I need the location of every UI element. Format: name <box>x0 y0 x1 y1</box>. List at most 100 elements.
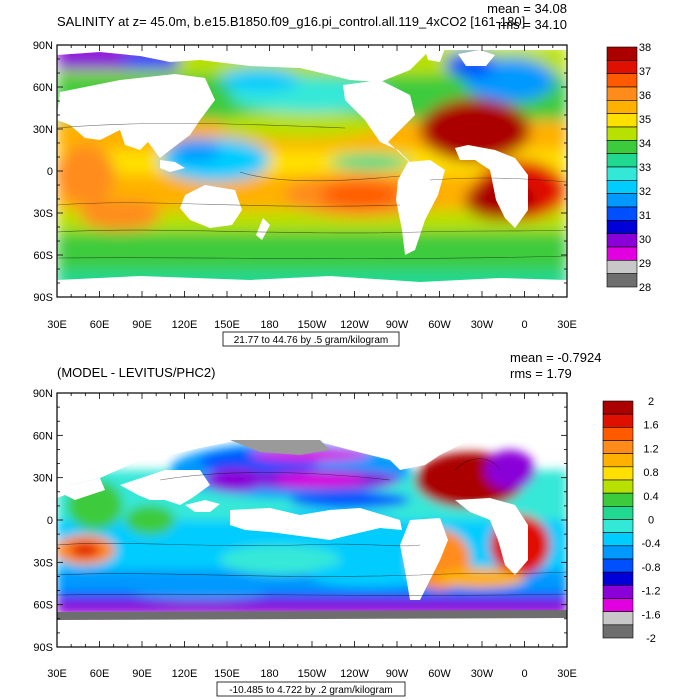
colorbar-swatch <box>606 246 638 261</box>
x-tick-label: 30E <box>557 668 577 680</box>
colorbar-swatch <box>602 400 634 415</box>
colorbar-swatch <box>606 193 638 208</box>
x-tick-label: 180 <box>260 319 278 331</box>
panel-title: (MODEL - LEVITUS/PHC2) <box>57 365 215 380</box>
colorbar-swatch <box>602 624 634 639</box>
colorbar-label: 1.2 <box>643 443 658 455</box>
y-tick-label: 0 <box>47 515 53 527</box>
colorbar-label: -0.4 <box>642 538 661 550</box>
colorbar-swatch <box>606 126 638 141</box>
colorbar-swatch <box>602 598 634 612</box>
colorbar-swatch <box>602 571 634 586</box>
colorbar-label: 37 <box>639 66 651 78</box>
contour-note-box <box>216 681 406 697</box>
x-tick-label: 60W <box>428 319 451 331</box>
y-tick-label: 0 <box>47 166 53 178</box>
mean-label: mean = 34.08 <box>487 1 567 16</box>
land-mask <box>57 393 567 647</box>
colorbar-swatch <box>602 453 634 468</box>
colorbar-label: 30 <box>639 234 651 246</box>
colorbar-swatch <box>602 545 634 560</box>
difference-field <box>57 393 567 647</box>
rms-label: rms = 34.10 <box>498 17 567 32</box>
mean-label: mean = -0.7924 <box>510 350 601 365</box>
colorbar-label: 28 <box>639 282 651 294</box>
rms-label: rms = 1.79 <box>510 366 572 381</box>
y-tick-label: 60N <box>33 430 53 442</box>
x-tick-label: 150E <box>214 668 240 680</box>
colorbar-swatch <box>606 220 638 234</box>
colorbar-swatch <box>606 86 638 101</box>
y-tick-label: 30N <box>33 473 53 485</box>
colorbar-label: 32 <box>639 186 651 198</box>
x-tick-label: 30W <box>471 668 494 680</box>
colorbar-swatch <box>606 100 638 114</box>
colorbar-swatch <box>602 506 634 520</box>
x-tick-label: 90E <box>132 319 152 331</box>
x-tick-label: 60E <box>90 319 110 331</box>
colorbar-swatch <box>606 206 638 221</box>
y-tick-label: 60N <box>33 82 53 94</box>
panel-title: SALINITY at z= 45.0m, b.e15.B1850.f09_g1… <box>57 14 525 29</box>
contour-lines <box>57 123 567 260</box>
colorbar-swatch <box>606 46 638 61</box>
y-tick-label: 90N <box>33 388 53 400</box>
colorbar-swatch <box>602 611 634 626</box>
colorbar-label: 2 <box>648 396 654 408</box>
colorbar-swatch <box>602 466 634 481</box>
colorbar-label: 1.6 <box>643 420 658 432</box>
colorbar: 38 37 36 35 34 33 32 31 30 29 28 <box>606 42 651 294</box>
colorbar-label: 35 <box>639 114 651 126</box>
x-tick-label: 60W <box>428 668 451 680</box>
colorbar-swatch <box>606 73 638 88</box>
panel-salinity: SALINITY at z= 45.0m, b.e15.B1850.f09_g1… <box>33 1 651 347</box>
contour-note-box <box>222 331 400 347</box>
contour-note: 21.77 to 44.76 by .5 gram/kilogram <box>234 335 389 346</box>
salinity-field <box>57 45 567 297</box>
y-tick-label: 60S <box>33 250 53 262</box>
x-tick-label: 120E <box>172 319 198 331</box>
colorbar-swatch <box>606 273 638 288</box>
colorbar-swatch <box>606 140 638 154</box>
x-tick-labels: 30E 60E 90E 120E 150E 180 150W 120W 90W 60W 30W 0 30… <box>47 319 577 331</box>
y-tick-label: 90S <box>33 292 53 304</box>
x-tick-label: 90E <box>132 668 152 680</box>
y-tick-label: 60S <box>33 600 53 612</box>
colorbar-swatch <box>606 260 638 274</box>
x-tick-label: 120W <box>340 319 369 331</box>
y-tick-labels: 90N 60N 30N 0 30S 60S 90S <box>33 388 53 654</box>
colorbar-swatch <box>606 153 638 168</box>
colorbar-label: 31 <box>639 210 651 222</box>
x-tick-label: 90W <box>386 668 409 680</box>
tick-marks <box>56 44 568 298</box>
colorbar-swatch <box>602 427 634 441</box>
colorbar-label: 0.8 <box>643 467 658 479</box>
x-tick-label: 150W <box>298 668 327 680</box>
colorbar-label: 34 <box>639 138 651 150</box>
colorbar-label: -2 <box>646 633 656 645</box>
colorbar-swatch <box>606 60 638 74</box>
colorbar-swatch <box>602 479 634 494</box>
colorbar-label: -1.6 <box>642 609 661 621</box>
x-tick-label: 30E <box>47 319 67 331</box>
colorbar-swatch <box>606 180 638 194</box>
x-tick-label: 0 <box>521 668 527 680</box>
x-tick-label: 60E <box>90 668 110 680</box>
colorbar-swatch <box>602 532 634 547</box>
colorbar-label: 0.4 <box>643 491 658 503</box>
colorbar-label: 29 <box>639 258 651 270</box>
x-tick-label: 150E <box>214 319 240 331</box>
colorbar-swatch <box>602 585 634 599</box>
x-tick-label: 30E <box>47 668 67 680</box>
colorbar-swatch <box>602 558 634 573</box>
x-tick-label: 150W <box>298 319 327 331</box>
contour-lines <box>57 458 567 596</box>
x-tick-label: 120W <box>340 668 369 680</box>
x-tick-label: 120E <box>172 668 198 680</box>
x-tick-label: 90W <box>386 319 409 331</box>
colorbar-swatch <box>602 492 634 507</box>
colorbar-label: -1.2 <box>642 586 661 598</box>
colorbar-swatch <box>602 519 634 533</box>
contour-note: -10.485 to 4.722 by .2 gram/kilogram <box>229 685 392 696</box>
